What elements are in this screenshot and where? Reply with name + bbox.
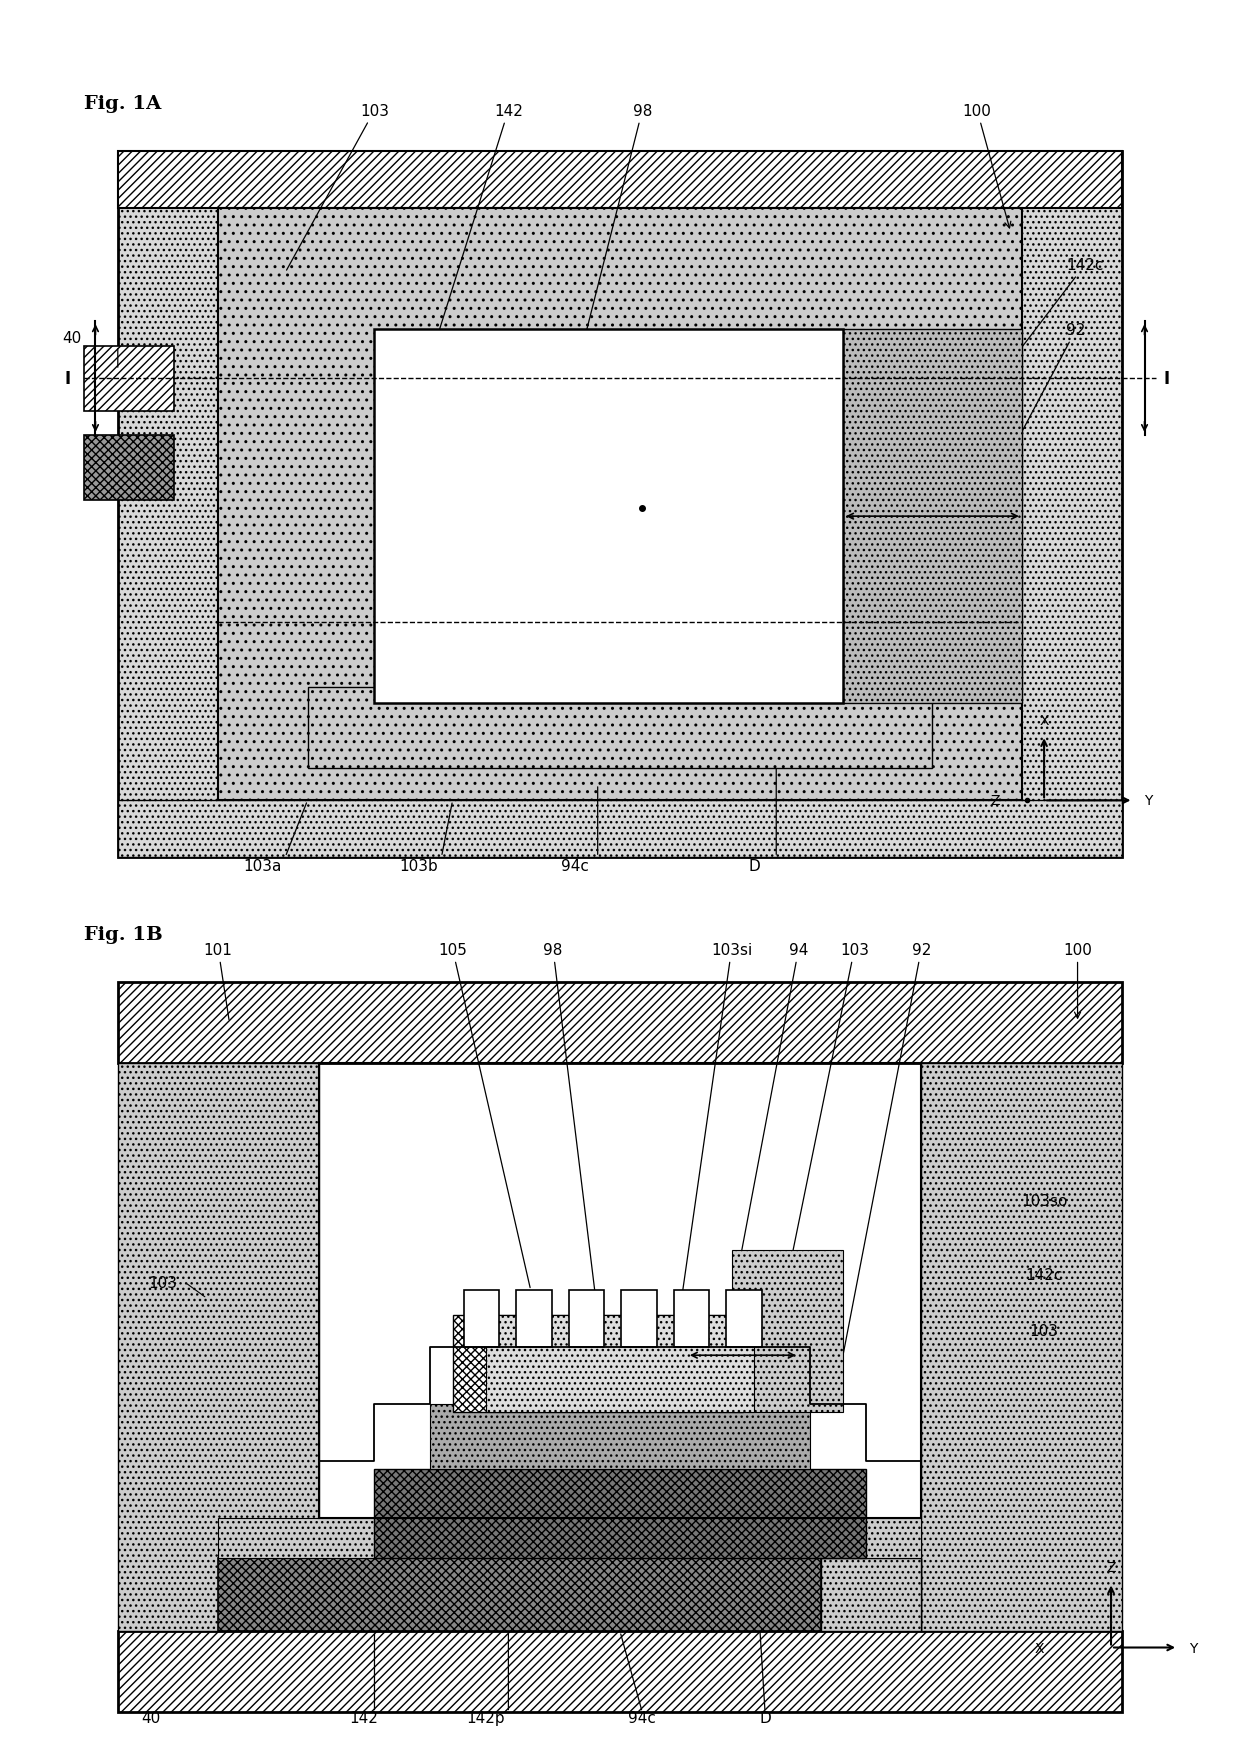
Text: 103: 103 [148,1275,177,1289]
Bar [319,1558,921,1632]
Bar [430,1404,810,1469]
Text: 142c: 142c [1025,1267,1063,1282]
Bar [84,346,174,411]
Text: 101: 101 [203,942,233,1020]
Text: 100: 100 [962,104,1011,229]
Text: 92: 92 [831,942,931,1408]
Text: 100: 100 [1063,942,1092,1018]
Bar [118,1064,1122,1632]
Bar [374,1469,866,1558]
Bar [118,983,1122,1064]
Text: 94c: 94c [629,1709,656,1725]
Text: 142p: 142p [466,1709,506,1725]
Bar [218,208,1022,801]
Bar [621,1291,657,1348]
Text: 103so: 103so [1021,1194,1068,1208]
Text: Y: Y [1189,1641,1198,1655]
Text: 103: 103 [1029,1323,1059,1339]
Text: X: X [1039,714,1049,729]
Text: 103si: 103si [676,942,753,1337]
Text: 98: 98 [543,942,598,1312]
Bar [453,1314,743,1413]
Bar [218,1558,821,1632]
Bar [374,330,843,704]
Text: 142: 142 [420,104,523,392]
Text: D: D [759,1709,771,1725]
Bar [118,801,1122,857]
Bar [308,688,932,769]
Text: 40: 40 [141,1709,161,1725]
Text: I: I [1164,370,1169,388]
Bar [118,152,1122,208]
Bar [464,1291,500,1348]
Text: 98: 98 [565,104,652,416]
Bar [673,1291,709,1348]
Text: Y: Y [1145,794,1153,808]
Bar [727,1291,761,1348]
Text: X: X [1034,1641,1044,1655]
Bar [118,1632,1122,1713]
Text: 94: 94 [720,942,808,1360]
Bar [486,1314,754,1413]
Bar [118,1064,319,1632]
Text: Fig. 1B: Fig. 1B [84,926,164,944]
Bar [732,1251,843,1413]
Text: 94c: 94c [562,859,589,873]
Bar [569,1291,604,1348]
Text: 40: 40 [62,332,82,346]
Text: Z: Z [1106,1561,1116,1575]
Text: 103a: 103a [244,859,281,873]
Bar [821,1558,921,1632]
Text: 103b: 103b [399,859,439,873]
Bar [218,1517,921,1558]
Bar [516,1291,552,1348]
Bar [843,330,1022,704]
Text: I: I [64,370,71,388]
Text: 103: 103 [765,942,869,1385]
Bar [84,436,174,501]
Text: 142c: 142c [956,258,1104,434]
Text: D: D [748,859,760,873]
Text: Z: Z [990,794,999,808]
Text: 142: 142 [348,1709,378,1725]
Text: O: O [601,508,616,526]
Text: 103: 103 [286,104,389,272]
Bar [921,1064,1122,1632]
Text: 105: 105 [438,942,531,1288]
Text: 92: 92 [978,323,1086,515]
Text: Fig. 1A: Fig. 1A [84,95,161,113]
Bar [118,152,1122,857]
